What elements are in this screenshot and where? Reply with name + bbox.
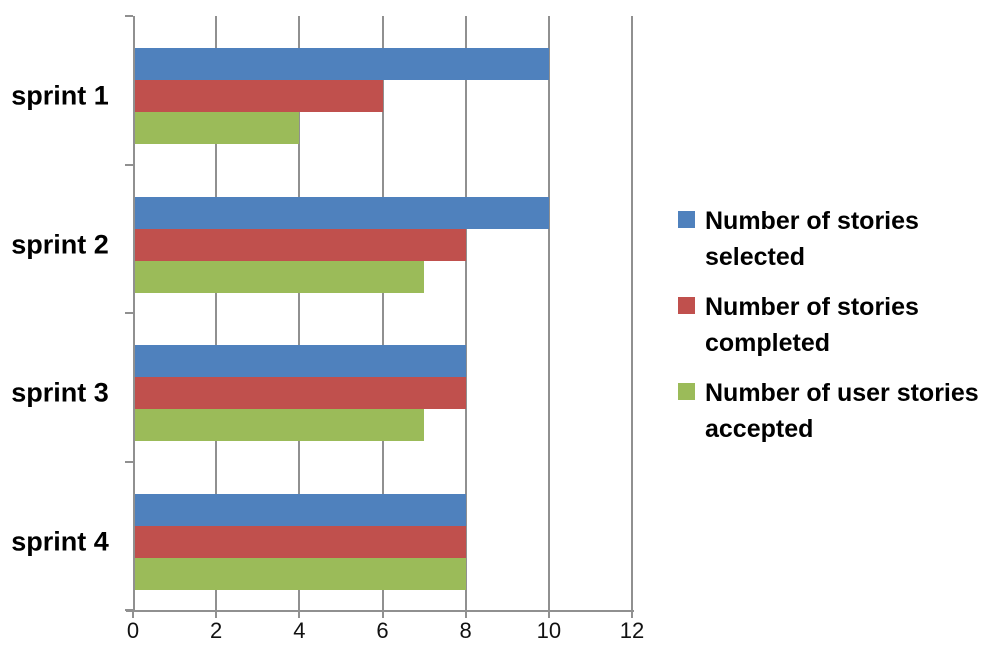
gridline [381,16,384,610]
x-axis-tick [381,610,384,618]
bar-sprint-3-s1 [135,377,466,409]
x-axis-tick [215,610,218,618]
bar-sprint-2-s1 [135,228,466,261]
y-axis-tick [125,460,133,463]
bar-sprint-3-s2 [135,409,425,441]
legend-swatch-icon [678,383,695,400]
bar-sprint-1-s2 [135,112,300,144]
y-axis-tick [125,312,133,314]
legend-swatch-icon [678,211,695,228]
legend-label: Number of stories selected [705,207,919,271]
category-label-sprint-2: sprint 2 [11,229,109,259]
x-axis-tick-label: 12 [619,618,645,643]
x-axis-tick-label: 0 [126,618,140,643]
x-axis-tick [132,610,134,618]
category-label-sprint-4: sprint 4 [11,526,109,556]
bar-sprint-1-s1 [135,80,383,112]
y-axis-line [133,16,135,610]
gridline [298,16,301,610]
legend-item: Number of stories selected [678,203,1000,275]
x-axis-tick-label: 8 [459,618,472,643]
legend: Number of stories selected Number of stor… [678,203,1000,447]
bar-sprint-4-s1 [135,525,466,558]
legend-label: Number of user stories accepted [705,379,979,443]
x-axis-tick [547,610,550,618]
x-axis-tick-label: 6 [376,618,389,643]
x-axis-tick-label: 2 [210,618,223,643]
gridline [547,16,550,610]
bar-sprint-4-s0 [135,493,466,526]
bar-sprint-3-s0 [135,345,466,377]
bar-sprint-2-s2 [135,260,425,293]
category-label-sprint-3: sprint 3 [11,377,109,408]
x-axis-tick-label: 10 [536,618,562,643]
legend-item: Number of stories completed [678,289,1000,361]
y-axis-tick [125,609,133,611]
x-axis-tick-label: 4 [293,618,306,643]
bar-sprint-2-s0 [135,196,549,229]
legend-swatch-icon [678,297,695,314]
plot-area [133,16,633,610]
x-axis-tick [631,610,633,618]
gridline [464,16,467,610]
x-axis-line [126,610,634,612]
gridline [215,16,218,610]
x-axis-tick [298,610,301,618]
legend-label: Number of stories completed [705,293,919,357]
gridline [631,16,633,610]
bar-sprint-1-s0 [135,48,549,80]
y-axis-tick [125,15,133,17]
x-axis-tick [464,610,467,618]
y-axis-tick [125,163,133,166]
bar-sprint-4-s2 [135,557,466,590]
category-label-sprint-1: sprint 1 [11,80,109,111]
legend-item: Number of user stories accepted [678,375,1000,447]
